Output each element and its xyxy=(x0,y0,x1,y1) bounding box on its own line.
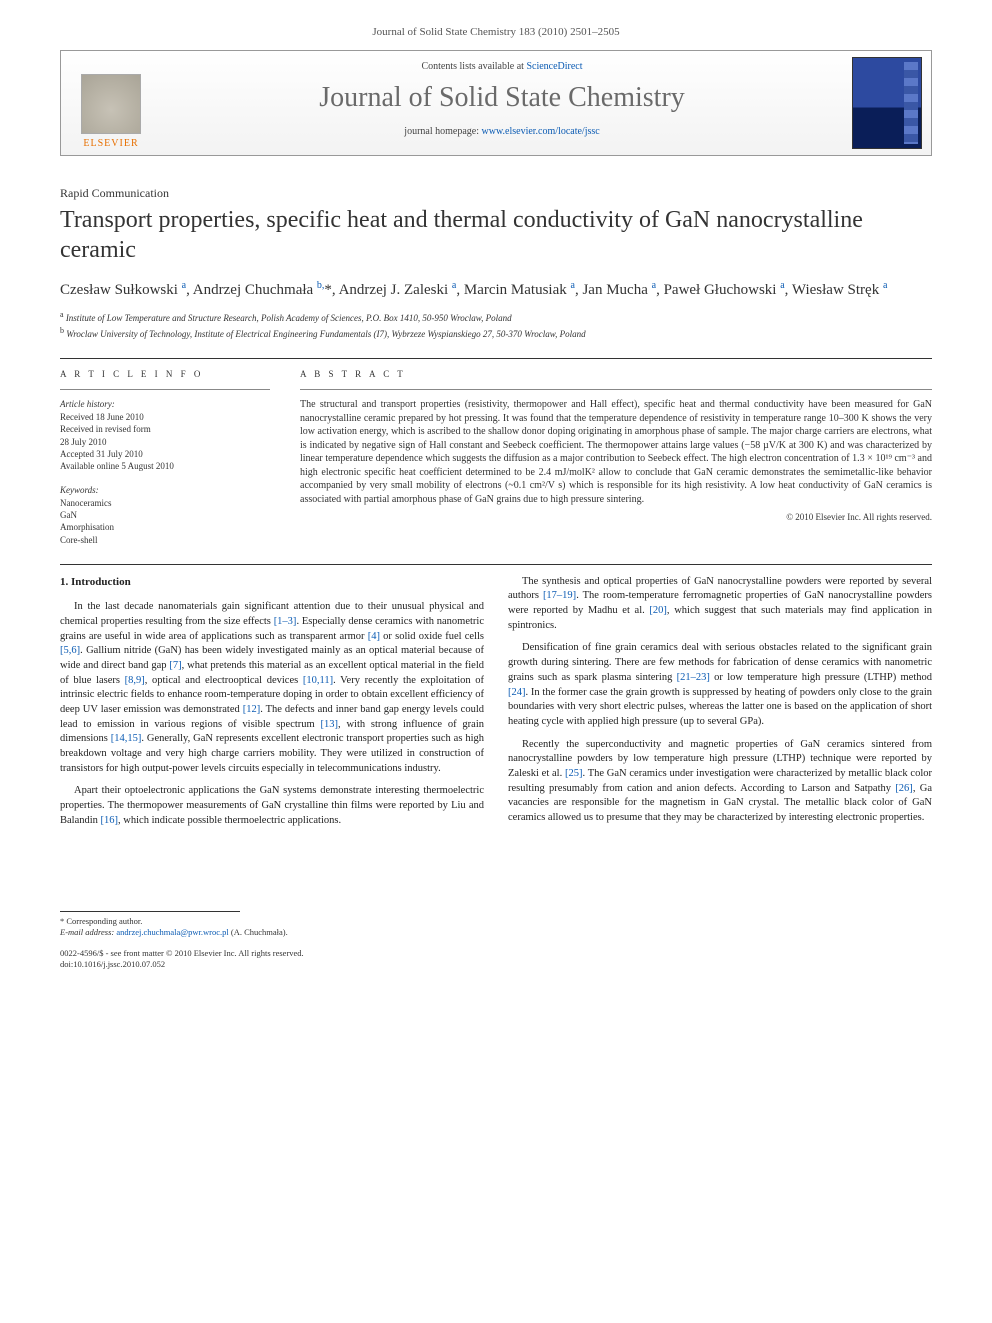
body-para-1: In the last decade nanomaterials gain si… xyxy=(60,600,484,776)
keywords-text: Nanoceramics GaN Amorphisation Core-shel… xyxy=(60,497,270,546)
email-person: (A. Chuchmała). xyxy=(231,927,288,937)
abstract-heading: A B S T R A C T xyxy=(300,369,932,379)
running-head: Journal of Solid State Chemistry 183 (20… xyxy=(0,0,992,42)
info-rule xyxy=(60,389,270,390)
journal-title: Journal of Solid State Chemistry xyxy=(165,82,839,114)
homepage-link[interactable]: www.elsevier.com/locate/jssc xyxy=(482,126,600,137)
publisher-block: ELSEVIER xyxy=(61,51,161,155)
affiliation-a: Institute of Low Temperature and Structu… xyxy=(66,313,512,323)
history-heading: Article history: xyxy=(60,398,270,410)
abstract-rule xyxy=(300,389,932,390)
rule-top xyxy=(60,358,932,359)
affiliation-b: Wroclaw University of Technology, Instit… xyxy=(66,329,585,339)
abstract-block: A B S T R A C T The structural and trans… xyxy=(300,369,932,546)
homepage-line: journal homepage: www.elsevier.com/locat… xyxy=(165,126,839,137)
article: Rapid Communication Transport properties… xyxy=(0,156,992,875)
contents-prefix: Contents lists available at xyxy=(421,61,526,72)
contents-line: Contents lists available at ScienceDirec… xyxy=(165,61,839,72)
masthead: ELSEVIER Contents lists available at Sci… xyxy=(60,50,932,156)
section-title: Introduction xyxy=(71,576,131,588)
body-para-3: The synthesis and optical properties of … xyxy=(508,575,932,634)
issn-line: 0022-4596/$ - see front matter © 2010 El… xyxy=(60,948,932,959)
meta-row: A R T I C L E I N F O Article history: R… xyxy=(60,369,932,546)
homepage-prefix: journal homepage: xyxy=(404,126,481,137)
copyright: © 2010 Elsevier Inc. All rights reserved… xyxy=(300,512,932,522)
history-text: Received 18 June 2010 Received in revise… xyxy=(60,411,270,472)
publisher-name: ELSEVIER xyxy=(83,138,138,149)
sciencedirect-link[interactable]: ScienceDirect xyxy=(526,61,582,72)
article-type: Rapid Communication xyxy=(60,186,932,201)
body-para-5: Recently the superconductivity and magne… xyxy=(508,738,932,826)
cover-thumb-wrap xyxy=(843,51,931,155)
email-line: E-mail address: andrzej.chuchmala@pwr.wr… xyxy=(60,927,932,938)
affiliations: a Institute of Low Temperature and Struc… xyxy=(60,309,932,340)
elsevier-logo-icon xyxy=(81,74,141,134)
authors: Czesław Sułkowski a, Andrzej Chuchmała b… xyxy=(60,279,932,301)
section-heading: 1. Introduction xyxy=(60,575,484,590)
article-info: A R T I C L E I N F O Article history: R… xyxy=(60,369,270,546)
body-para-4: Densification of fine grain ceramics dea… xyxy=(508,641,932,729)
abstract-text: The structural and transport properties … xyxy=(300,398,932,506)
footer-rule xyxy=(60,911,240,912)
corresponding-author: * Corresponding author. xyxy=(60,916,932,927)
body-columns: 1. Introduction In the last decade nanom… xyxy=(60,575,932,835)
section-number: 1. xyxy=(60,576,68,588)
footer: * Corresponding author. E-mail address: … xyxy=(60,911,932,970)
keywords-heading: Keywords: xyxy=(60,484,270,496)
email-link[interactable]: andrzej.chuchmala@pwr.wroc.pl xyxy=(116,927,228,937)
masthead-center: Contents lists available at ScienceDirec… xyxy=(161,51,843,155)
article-title: Transport properties, specific heat and … xyxy=(60,205,932,265)
rule-bottom xyxy=(60,564,932,565)
body-para-2: Apart their optoelectronic applications … xyxy=(60,784,484,828)
doi-line: doi:10.1016/j.jssc.2010.07.052 xyxy=(60,959,932,970)
journal-cover-icon xyxy=(852,57,922,149)
info-heading: A R T I C L E I N F O xyxy=(60,369,270,379)
email-label: E-mail address: xyxy=(60,927,114,937)
